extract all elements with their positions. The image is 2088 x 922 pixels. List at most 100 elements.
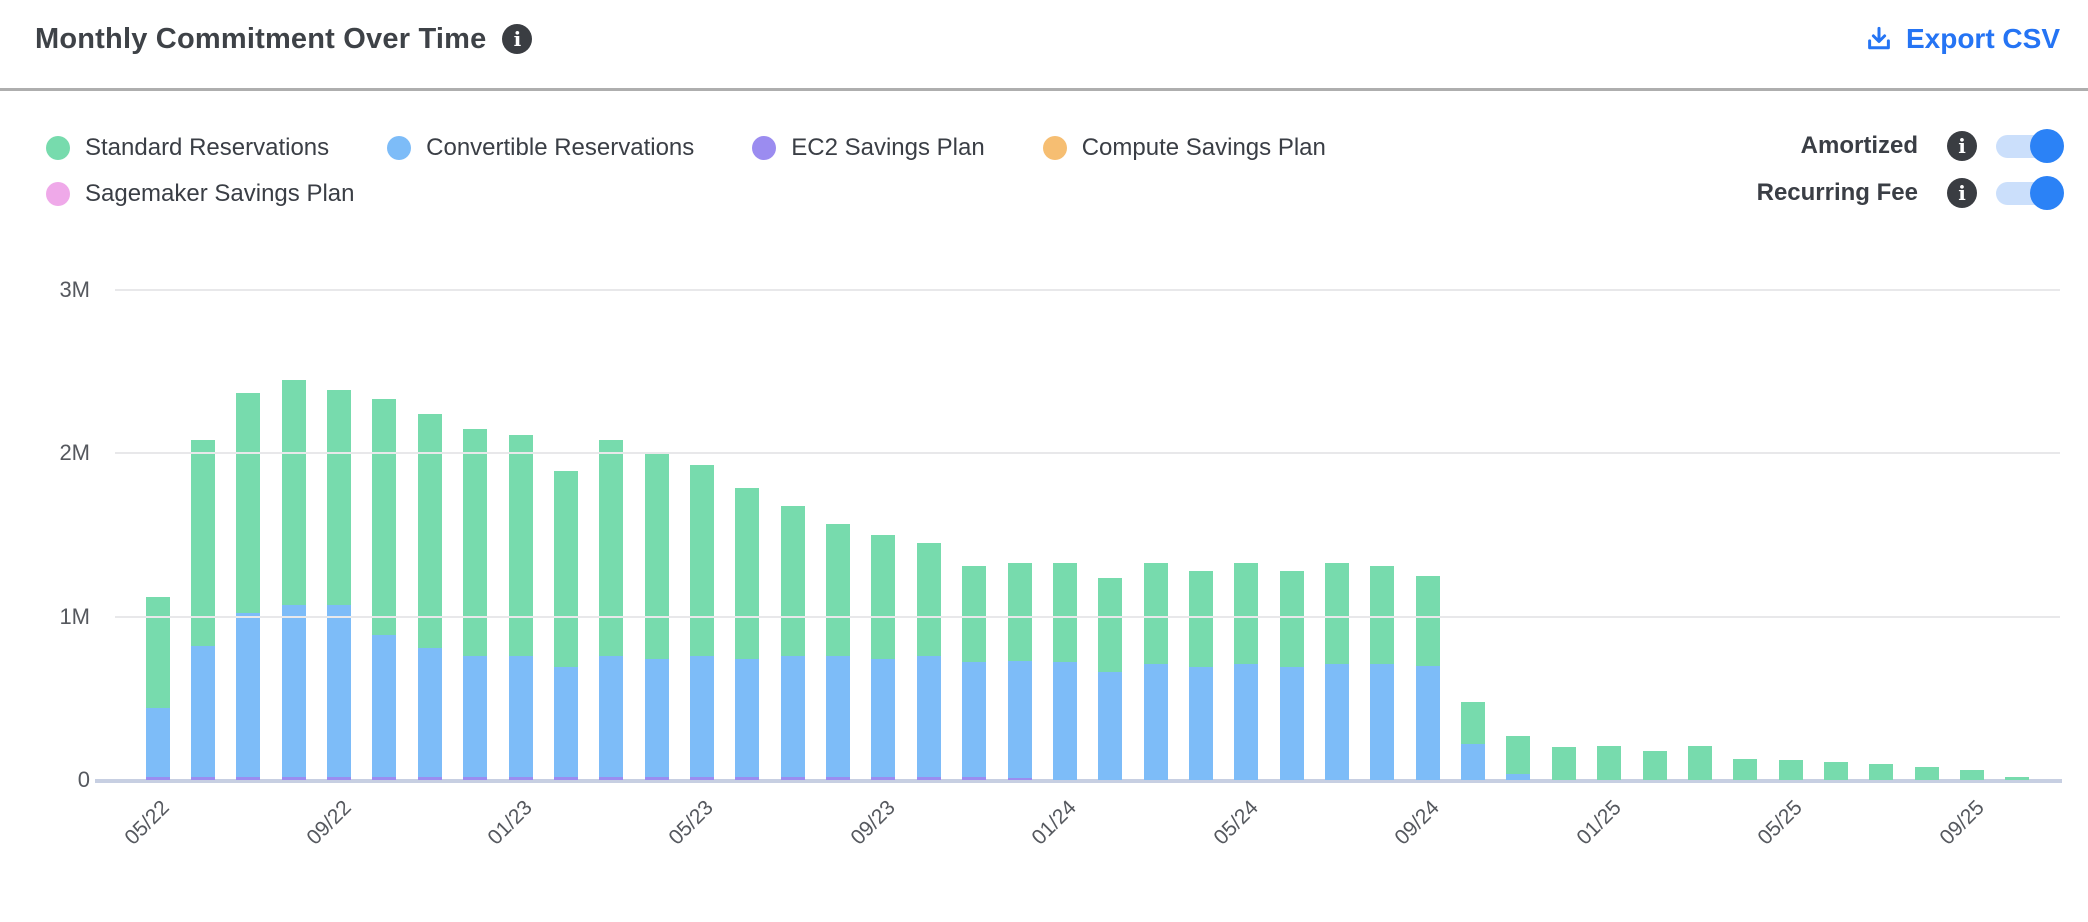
bar-segment[interactable]	[1869, 763, 1894, 780]
bar-segment[interactable]	[1778, 760, 1803, 780]
bar-segment[interactable]	[508, 435, 533, 656]
bar-segment[interactable]	[191, 776, 216, 780]
amortized-toggle[interactable]	[1996, 128, 2064, 163]
bar-segment[interactable]	[1234, 562, 1259, 664]
bar-segment[interactable]	[1143, 562, 1168, 664]
bar-segment[interactable]	[553, 667, 578, 777]
bar-segment[interactable]	[1415, 575, 1440, 666]
stacked-bar-09/22[interactable]	[327, 389, 352, 780]
stacked-bar-07/23[interactable]	[780, 505, 805, 780]
bar-segment[interactable]	[1960, 770, 1985, 780]
stacked-bar-03/25[interactable]	[1687, 745, 1712, 780]
stacked-bar-09/25[interactable]	[1960, 770, 1985, 780]
bar-segment[interactable]	[145, 776, 170, 780]
bar-segment[interactable]	[962, 566, 987, 663]
legend-item-4[interactable]: Sagemaker Savings Plan	[46, 180, 354, 208]
export-csv-button[interactable]: Export CSV	[1864, 23, 2060, 55]
recurring-fee-info-icon[interactable]: i	[1947, 178, 1977, 208]
bar-segment[interactable]	[871, 659, 896, 777]
stacked-bar-07/22[interactable]	[236, 392, 261, 780]
stacked-bar-09/24[interactable]	[1415, 575, 1440, 780]
bar-segment[interactable]	[871, 776, 896, 780]
bar-segment[interactable]	[780, 505, 805, 656]
bar-segment[interactable]	[417, 414, 442, 648]
stacked-bar-06/22[interactable]	[191, 440, 216, 780]
bar-segment[interactable]	[281, 379, 306, 606]
stacked-bar-04/24[interactable]	[1188, 570, 1213, 780]
bar-segment[interactable]	[1052, 562, 1077, 663]
stacked-bar-04/23[interactable]	[644, 453, 669, 780]
bar-segment[interactable]	[1325, 562, 1350, 664]
bar-segment[interactable]	[735, 776, 760, 780]
stacked-bar-08/24[interactable]	[1370, 566, 1395, 780]
bar-segment[interactable]	[327, 605, 352, 777]
stacked-bar-03/23[interactable]	[599, 440, 624, 780]
stacked-bar-08/23[interactable]	[826, 523, 851, 780]
legend-item-0[interactable]: Standard Reservations	[46, 134, 329, 162]
bar-segment[interactable]	[1370, 664, 1395, 780]
amortized-info-icon[interactable]: i	[1947, 131, 1977, 161]
bar-segment[interactable]	[1325, 664, 1350, 780]
stacked-bar-05/25[interactable]	[1778, 760, 1803, 780]
bar-segment[interactable]	[1052, 662, 1077, 780]
stacked-bar-03/24[interactable]	[1143, 562, 1168, 780]
bar-segment[interactable]	[236, 613, 261, 777]
bar-segment[interactable]	[327, 389, 352, 606]
legend-item-1[interactable]: Convertible Reservations	[387, 134, 694, 162]
stacked-bar-05/24[interactable]	[1234, 562, 1259, 780]
bar-segment[interactable]	[372, 399, 397, 635]
bar-segment[interactable]	[327, 776, 352, 780]
info-icon[interactable]: i	[502, 24, 533, 54]
stacked-bar-07/24[interactable]	[1325, 562, 1350, 780]
bar-segment[interactable]	[1279, 667, 1304, 780]
bar-segment[interactable]	[780, 655, 805, 777]
stacked-bar-11/23[interactable]	[962, 566, 987, 780]
bar-segment[interactable]	[1143, 664, 1168, 780]
stacked-bar-10/25[interactable]	[2005, 776, 2030, 780]
bar-segment[interactable]	[1370, 566, 1395, 664]
bar-segment[interactable]	[1007, 778, 1032, 780]
stacked-bar-11/22[interactable]	[417, 414, 442, 780]
bar-segment[interactable]	[372, 634, 397, 777]
stacked-bar-12/22[interactable]	[463, 428, 488, 780]
bar-segment[interactable]	[1279, 570, 1304, 668]
bar-segment[interactable]	[1415, 665, 1440, 780]
bar-segment[interactable]	[644, 453, 669, 660]
bar-segment[interactable]	[508, 655, 533, 777]
bar-segment[interactable]	[689, 464, 714, 656]
bar-segment[interactable]	[463, 655, 488, 777]
stacked-bar-01/25[interactable]	[1597, 745, 1622, 780]
bar-segment[interactable]	[191, 440, 216, 647]
stacked-bar-01/24[interactable]	[1052, 562, 1077, 780]
bar-segment[interactable]	[826, 776, 851, 780]
bar-segment[interactable]	[1687, 745, 1712, 780]
stacked-bar-06/24[interactable]	[1279, 570, 1304, 780]
stacked-bar-04/25[interactable]	[1733, 758, 1758, 780]
bar-segment[interactable]	[1642, 750, 1667, 780]
bar-segment[interactable]	[508, 776, 533, 780]
bar-segment[interactable]	[236, 776, 261, 780]
bar-segment[interactable]	[689, 776, 714, 780]
bar-segment[interactable]	[463, 428, 488, 656]
stacked-bar-11/24[interactable]	[1506, 735, 1531, 780]
bar-segment[interactable]	[1461, 701, 1486, 745]
stacked-bar-01/23[interactable]	[508, 435, 533, 780]
bar-segment[interactable]	[2005, 776, 2030, 780]
bar-segment[interactable]	[553, 471, 578, 668]
bar-segment[interactable]	[1188, 570, 1213, 668]
stacked-bar-02/23[interactable]	[553, 471, 578, 780]
bar-segment[interactable]	[599, 655, 624, 777]
stacked-bar-10/22[interactable]	[372, 399, 397, 780]
bar-segment[interactable]	[644, 776, 669, 780]
bar-segment[interactable]	[1098, 672, 1123, 780]
bar-segment[interactable]	[1551, 747, 1576, 780]
legend-item-3[interactable]: Compute Savings Plan	[1042, 134, 1326, 162]
bar-segment[interactable]	[871, 535, 896, 660]
stacked-bar-06/23[interactable]	[735, 487, 760, 780]
bar-segment[interactable]	[826, 523, 851, 656]
bar-segment[interactable]	[1733, 758, 1758, 780]
stacked-bar-10/24[interactable]	[1461, 701, 1486, 780]
bar-segment[interactable]	[372, 776, 397, 780]
bar-segment[interactable]	[916, 655, 941, 777]
stacked-bar-08/25[interactable]	[1914, 766, 1939, 780]
